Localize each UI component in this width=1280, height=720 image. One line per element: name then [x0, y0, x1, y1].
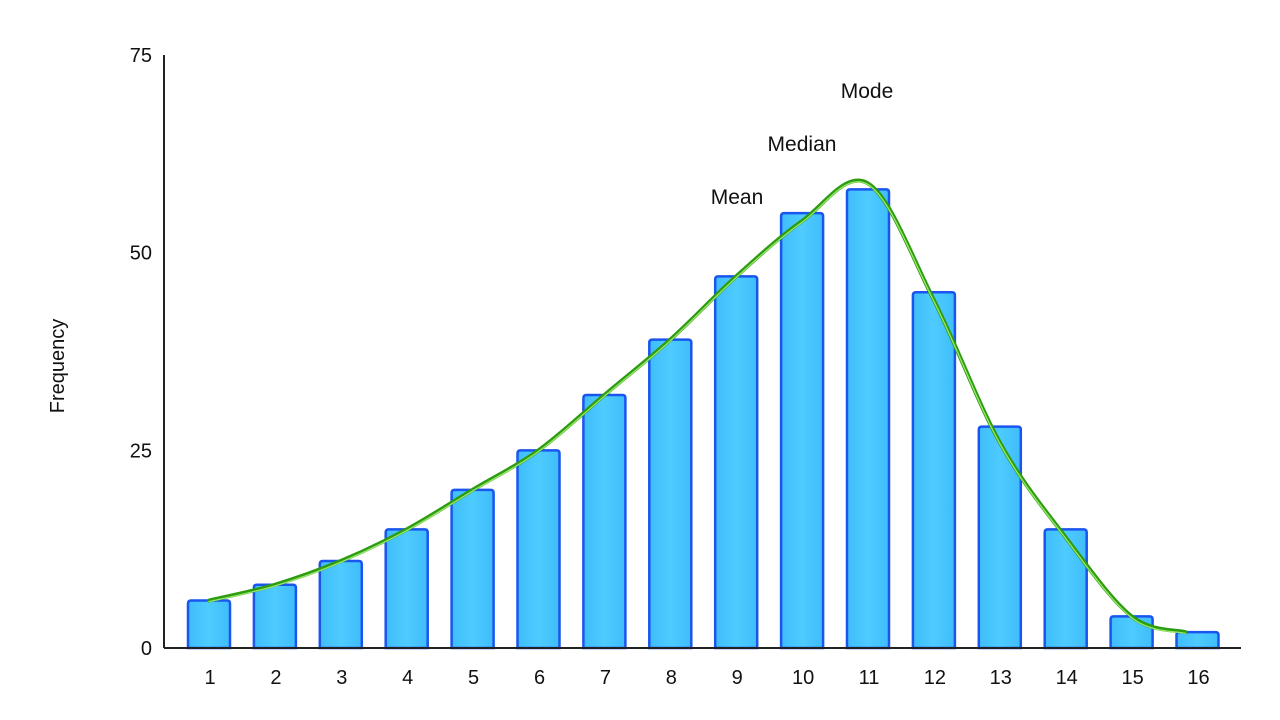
- bar-3: [318, 559, 364, 650]
- x-tick-7: 7: [600, 667, 611, 689]
- x-tick-6: 6: [534, 667, 545, 689]
- curve-line: [207, 178, 1188, 635]
- annotations-group: Mean Median Mode: [711, 80, 894, 209]
- x-tick-10: 10: [792, 667, 814, 689]
- bar-9: [713, 275, 759, 650]
- x-tick-labels: 1 2 3 4 5 6 7 8 9 10 11 12 13 14 15 16: [204, 667, 1209, 689]
- bar-8: [648, 338, 693, 650]
- y-tick-50: 50: [130, 243, 152, 265]
- bar-10: [779, 211, 825, 650]
- x-tick-13: 13: [990, 667, 1012, 689]
- axes-group: [163, 55, 1241, 649]
- y-tick-75: 75: [130, 45, 152, 67]
- bar-5: [450, 488, 495, 650]
- y-tick-25: 25: [130, 440, 152, 462]
- x-tick-3: 3: [336, 667, 347, 689]
- y-tick-labels: 0 25 50 75: [130, 45, 152, 660]
- x-tick-14: 14: [1056, 667, 1078, 689]
- y-tick-0: 0: [141, 638, 152, 660]
- x-tick-15: 15: [1121, 667, 1143, 689]
- x-tick-1: 1: [204, 667, 215, 689]
- x-tick-2: 2: [270, 667, 281, 689]
- bar-2: [252, 583, 298, 650]
- y-axis-label: Frequency: [47, 319, 69, 414]
- bar-11: [845, 188, 891, 650]
- bar-4: [384, 528, 429, 650]
- distribution-curve: [207, 178, 1188, 635]
- curve-highlight: [208, 181, 1187, 635]
- annotation-median: Median: [768, 133, 837, 156]
- bar-1: [186, 599, 232, 650]
- bar-13: [977, 425, 1023, 650]
- x-tick-11: 11: [859, 667, 880, 689]
- x-tick-4: 4: [402, 667, 413, 689]
- x-tick-8: 8: [666, 667, 677, 689]
- bar-6: [516, 449, 561, 650]
- bar-14: [1043, 528, 1088, 650]
- x-tick-12: 12: [924, 667, 946, 689]
- bar-7: [582, 393, 627, 650]
- x-tick-9: 9: [732, 667, 743, 689]
- x-tick-5: 5: [468, 667, 479, 689]
- bar-15: [1109, 615, 1154, 650]
- bar-16: [1175, 630, 1220, 650]
- annotation-mode: Mode: [841, 80, 894, 103]
- bar-12: [911, 290, 957, 650]
- x-tick-16: 16: [1187, 667, 1209, 689]
- annotation-mean: Mean: [711, 186, 764, 209]
- bars-group: [186, 188, 1220, 650]
